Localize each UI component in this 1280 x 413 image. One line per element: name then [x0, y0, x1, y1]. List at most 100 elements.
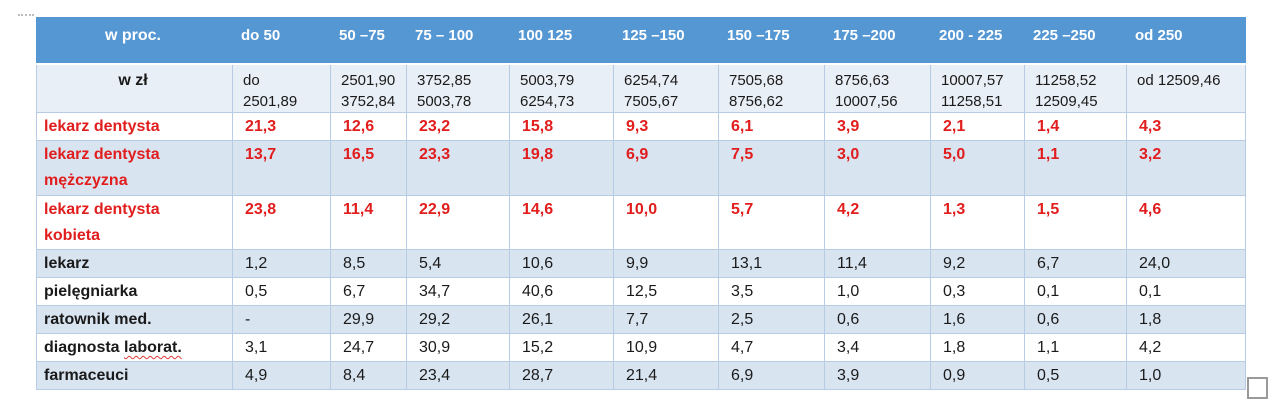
- value-cell: 4,9: [232, 361, 331, 390]
- value-cell: 6,7: [330, 277, 407, 306]
- value-cell: 23,8: [232, 195, 331, 250]
- value-cell: 19,8: [509, 140, 614, 196]
- value-cell: 34,7: [406, 277, 510, 306]
- value-cell: 0,6: [1024, 305, 1127, 334]
- value-cell: 1,4: [1024, 112, 1127, 141]
- table-row-pielegniarka: pielęgniarka 0,5 6,7 34,7 40,6 12,5 3,5 …: [36, 277, 1246, 306]
- value-cell: 2,5: [718, 305, 825, 334]
- header-w-proc: w proc.: [36, 17, 233, 65]
- value-cell: 3,9: [824, 112, 931, 141]
- value-cell: 5,4: [406, 249, 510, 278]
- value-cell: 21,4: [613, 361, 719, 390]
- value-cell: 8,5: [330, 249, 407, 278]
- value-cell: 1,3: [930, 195, 1025, 250]
- row-label: lekarz dentysta mężczyzna: [36, 140, 233, 196]
- value-cell: 29,9: [330, 305, 407, 334]
- value-cell: 10,9: [613, 333, 719, 362]
- value-cell: 13,7: [232, 140, 331, 196]
- value-cell: 3,9: [824, 361, 931, 390]
- value-cell: 11,4: [824, 249, 931, 278]
- header-col: 225 –250: [1024, 17, 1127, 65]
- value-cell: 2,1: [930, 112, 1025, 141]
- value-cell: 0,5: [1024, 361, 1127, 390]
- header-col: 200 - 225: [930, 17, 1025, 65]
- row-label: lekarz: [36, 249, 233, 278]
- value-cell: 15,2: [509, 333, 614, 362]
- value-cell: 21,3: [232, 112, 331, 141]
- value-cell: 0,5: [232, 277, 331, 306]
- value-cell: 10,0: [613, 195, 719, 250]
- value-cell: 0,1: [1126, 277, 1246, 306]
- value-cell: 7,7: [613, 305, 719, 334]
- value-cell: 10,6: [509, 249, 614, 278]
- value-cell: 1,1: [1024, 140, 1127, 196]
- value-cell: 5,7: [718, 195, 825, 250]
- table-subheader-row: w zł do 2501,89 2501,90 3752,84 3752,85 500…: [36, 63, 1246, 113]
- value-cell: 1,0: [824, 277, 931, 306]
- header-col: 125 –150: [613, 17, 719, 65]
- value-cell: 11,4: [330, 195, 407, 250]
- header-col: 75 – 100: [406, 17, 510, 65]
- value-cell: 4,2: [824, 195, 931, 250]
- resize-handle[interactable]: [1247, 377, 1268, 399]
- row-label: diagnosta laborat.: [36, 333, 233, 362]
- value-cell: 0,9: [930, 361, 1025, 390]
- value-cell: 3,0: [824, 140, 931, 196]
- value-cell: 1,0: [1126, 361, 1246, 390]
- value-cell: 22,9: [406, 195, 510, 250]
- header-col: 175 –200: [824, 17, 931, 65]
- value-cell: 0,3: [930, 277, 1025, 306]
- value-cell: 0,6: [824, 305, 931, 334]
- row-label: farmaceuci: [36, 361, 233, 390]
- table-row-lekarz-dentysta-mezczyzna: lekarz dentysta mężczyzna 13,7 16,5 23,3 …: [36, 140, 1246, 196]
- value-cell: 3,5: [718, 277, 825, 306]
- subheader-cell: 7505,68 8756,62: [718, 63, 825, 113]
- table-header-row: w proc. do 50 50 –75 75 – 100 100 125 12…: [36, 17, 1246, 65]
- value-cell: 6,1: [718, 112, 825, 141]
- value-cell: 16,5: [330, 140, 407, 196]
- subheader-cell: od 12509,46: [1126, 63, 1246, 113]
- table-row-lekarz-dentysta-kobieta: lekarz dentysta kobieta 23,8 11,4 22,9 14…: [36, 195, 1246, 250]
- value-cell: 29,2: [406, 305, 510, 334]
- value-cell: 4,3: [1126, 112, 1246, 141]
- table-row-lekarz: lekarz 1,2 8,5 5,4 10,6 9,9 13,1 11,4 9,…: [36, 249, 1246, 278]
- value-cell: 6,7: [1024, 249, 1127, 278]
- value-cell: 9,9: [613, 249, 719, 278]
- subheader-cell: 10007,57 11258,51: [930, 63, 1025, 113]
- value-cell: 14,6: [509, 195, 614, 250]
- value-cell: 3,4: [824, 333, 931, 362]
- table-row-farmaceuci: farmaceuci 4,9 8,4 23,4 28,7 21,4 6,9 3,…: [36, 361, 1246, 390]
- value-cell: 9,3: [613, 112, 719, 141]
- value-cell: 4,2: [1126, 333, 1246, 362]
- value-cell: 4,6: [1126, 195, 1246, 250]
- subheader-w-zl: w zł: [36, 63, 233, 113]
- value-cell: 6,9: [718, 361, 825, 390]
- subheader-cell: 11258,52 12509,45: [1024, 63, 1127, 113]
- value-cell: 1,1: [1024, 333, 1127, 362]
- value-cell: 1,6: [930, 305, 1025, 334]
- value-cell: 26,1: [509, 305, 614, 334]
- value-cell: 1,8: [1126, 305, 1246, 334]
- value-cell: 24,0: [1126, 249, 1246, 278]
- value-cell: 12,5: [613, 277, 719, 306]
- value-cell: 30,9: [406, 333, 510, 362]
- row-label: ratownik med.: [36, 305, 233, 334]
- value-cell: 3,2: [1126, 140, 1246, 196]
- subheader-cell: 3752,85 5003,78: [406, 63, 510, 113]
- value-cell: 8,4: [330, 361, 407, 390]
- value-cell: 1,2: [232, 249, 331, 278]
- row-label: lekarz dentysta kobieta: [36, 195, 233, 250]
- header-col: 50 –75: [330, 17, 407, 65]
- spellcheck-underline: laborat.: [124, 339, 182, 356]
- value-cell: 24,7: [330, 333, 407, 362]
- value-cell: 1,8: [930, 333, 1025, 362]
- value-cell: 3,1: [232, 333, 331, 362]
- value-cell: 6,9: [613, 140, 719, 196]
- value-cell: 9,2: [930, 249, 1025, 278]
- header-col: od 250: [1126, 17, 1246, 65]
- table-row-lekarz-dentysta: lekarz dentysta 21,3 12,6 23,2 15,8 9,3 …: [36, 112, 1246, 141]
- header-col: 100 125: [509, 17, 614, 65]
- header-col: do 50: [232, 17, 331, 65]
- value-cell: 0,1: [1024, 277, 1127, 306]
